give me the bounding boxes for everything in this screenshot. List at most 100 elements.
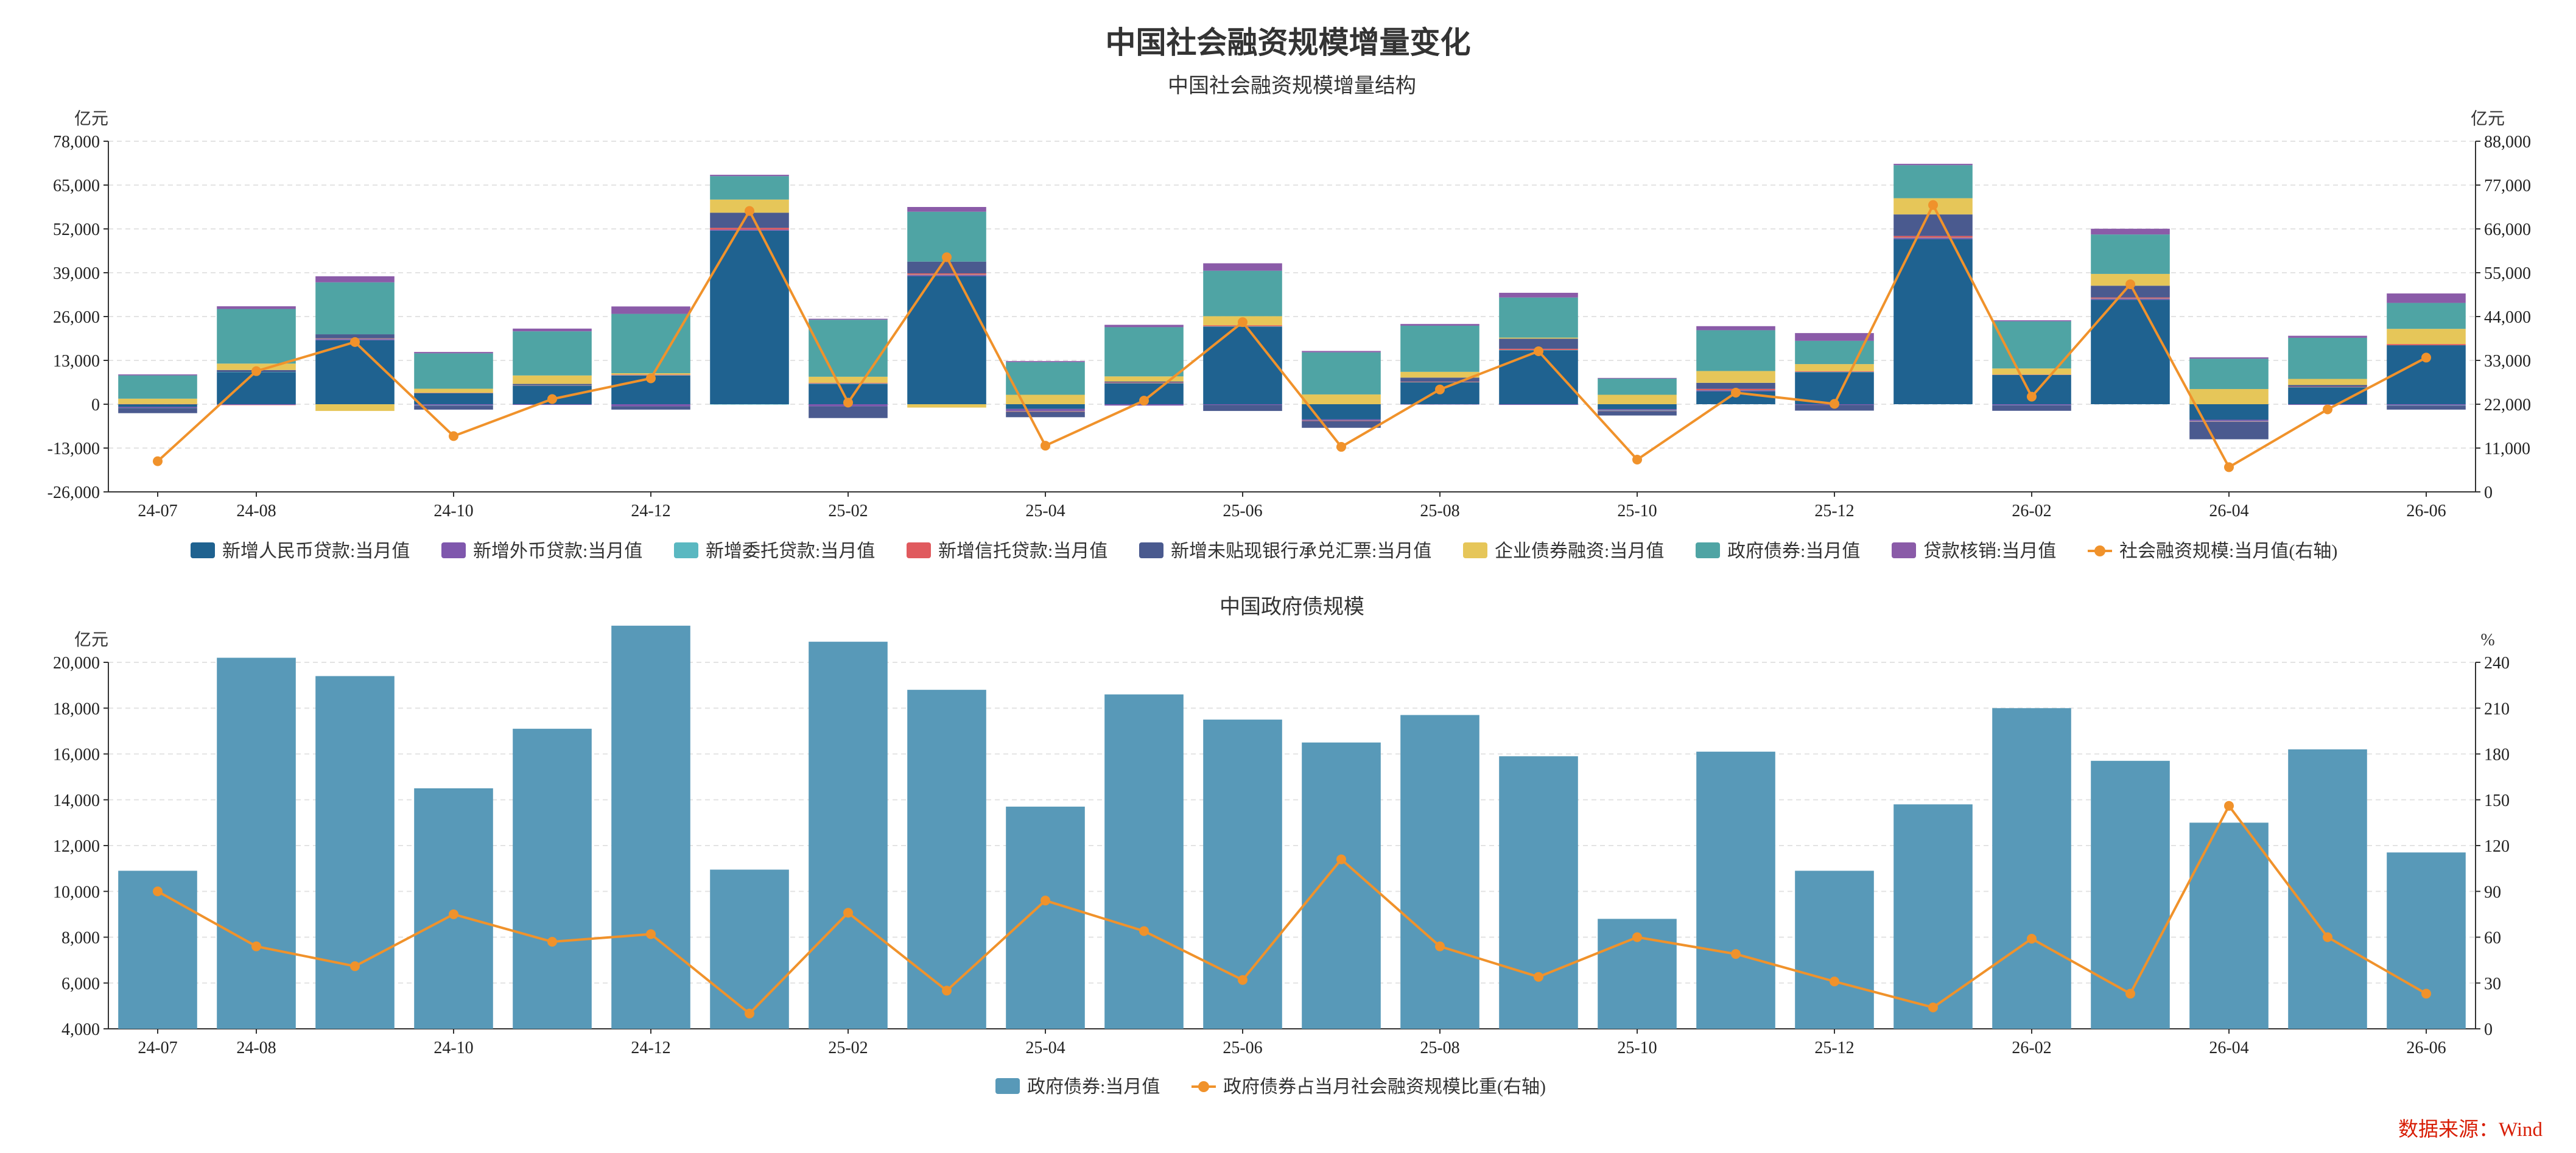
- line-point-25-10: [1632, 454, 1642, 464]
- bar-0-25-09: [1499, 756, 1578, 1029]
- line-point-24-08: [251, 366, 261, 376]
- line-point-25-02: [843, 398, 853, 408]
- bar-0-25-02: [809, 642, 888, 1029]
- bar-3-25-02: [809, 382, 888, 384]
- bar-7-26-05: [2288, 335, 2367, 338]
- bar-0-25-12: [1795, 372, 1874, 404]
- bar-6-24-10: [414, 353, 493, 389]
- bar-2-25-12: [1795, 371, 1874, 373]
- bar-4-25-07: [1302, 421, 1381, 428]
- bar-5-25-04: [1006, 394, 1085, 404]
- bar-5-25-12: [1795, 364, 1874, 371]
- left-tick-label: 18,000: [53, 699, 100, 718]
- bar-5-26-06: [2387, 329, 2466, 345]
- line-point-26-02: [2027, 934, 2037, 944]
- left-axis-unit: 亿元: [74, 630, 108, 650]
- bar-1-25-03: [907, 275, 986, 276]
- x-tick-label: 26-02: [2012, 1039, 2051, 1057]
- x-tick-label: 26-02: [2012, 502, 2051, 520]
- bar-7-24-07: [118, 374, 197, 376]
- legend-line-marker: [2094, 545, 2105, 556]
- bar-0-25-09: [1499, 350, 1578, 404]
- bar-4-26-05: [2288, 385, 2367, 387]
- bar-3-25-05: [1104, 382, 1184, 384]
- bar-3-26-03: [2091, 297, 2170, 299]
- line-point-25-03: [942, 986, 952, 996]
- bar-0-25-03: [907, 276, 986, 404]
- bar-2-26-03: [2091, 298, 2170, 299]
- bar-0-25-05: [1104, 694, 1184, 1029]
- bar-6-26-05: [2288, 337, 2367, 379]
- bar-4-24-12: [611, 406, 690, 410]
- line-point-25-11: [1731, 949, 1741, 959]
- bar-0-25-03: [907, 690, 986, 1029]
- line-point-25-09: [1534, 972, 1543, 982]
- bar-5-25-10: [1598, 394, 1677, 404]
- right-tick-label: 44,000: [2484, 308, 2531, 327]
- line-point-25-06: [1238, 975, 1248, 985]
- bar-5-25-07: [1302, 394, 1381, 404]
- left-tick-label: 20,000: [53, 654, 100, 673]
- bar-0-25-04: [1006, 404, 1085, 409]
- line-point-26-04: [2224, 462, 2234, 472]
- bar-5-26-02: [1992, 368, 2071, 375]
- line-point-24-09: [350, 337, 360, 347]
- bar-6-26-06: [2387, 303, 2466, 329]
- x-tick-label: 24-12: [631, 502, 670, 520]
- bar-2-26-02: [1992, 405, 2071, 406]
- bar-5-25-11: [1696, 371, 1775, 383]
- bar-5-25-05: [1104, 376, 1184, 382]
- bar-6-24-12: [611, 314, 690, 374]
- line-point-25-09: [1534, 346, 1543, 356]
- x-tick-label: 24-12: [631, 1039, 670, 1057]
- bar-0-25-11: [1696, 751, 1775, 1029]
- bar-7-25-11: [1696, 326, 1775, 331]
- legend-swatch: [995, 1078, 1020, 1094]
- legend-label: 新增信托贷款:当月值: [938, 541, 1107, 561]
- bar-7-24-10: [414, 352, 493, 354]
- bar-1-25-07: [1302, 419, 1381, 421]
- legend-swatch: [907, 542, 931, 558]
- bar-7-25-06: [1203, 263, 1282, 271]
- bar-3-26-01: [1893, 236, 1973, 238]
- right-axis-unit: 亿元: [2471, 109, 2505, 128]
- bar-6-24-07: [118, 375, 197, 399]
- bar-0-24-10: [414, 788, 493, 1029]
- right-tick-label: 66,000: [2484, 220, 2531, 239]
- line-point-25-01: [745, 1008, 754, 1018]
- bar-3-25-10: [1598, 410, 1677, 412]
- right-tick-label: 0: [2484, 1020, 2493, 1039]
- chart-subtitle: 中国政府债规模: [1220, 595, 1364, 619]
- line-point-25-07: [1336, 442, 1346, 452]
- line-point-25-01: [745, 206, 754, 216]
- bar-5-26-05: [2288, 379, 2367, 385]
- left-tick-label: 8,000: [61, 929, 100, 948]
- bar-7-25-10: [1598, 377, 1677, 379]
- bar-6-25-12: [1795, 340, 1874, 365]
- bar-2-25-10: [1598, 410, 1677, 411]
- legend-swatch: [674, 542, 698, 558]
- x-tick-label: 25-06: [1223, 1039, 1262, 1057]
- bar-5-26-04: [2189, 389, 2269, 404]
- bar-1-26-03: [2091, 298, 2170, 300]
- bar-5-25-09: [1499, 337, 1578, 339]
- line-point-26-05: [2323, 932, 2332, 942]
- line-point-26-01: [1928, 200, 1938, 210]
- x-tick-label: 25-04: [1025, 1039, 1065, 1057]
- line-point-25-05: [1139, 926, 1149, 936]
- bar-6-25-10: [1598, 378, 1677, 395]
- right-tick-label: 120: [2484, 837, 2510, 856]
- right-tick-label: 11,000: [2484, 440, 2530, 458]
- bar-0-24-12: [611, 625, 690, 1029]
- bar-3-24-11: [513, 385, 592, 386]
- right-tick-label: 33,000: [2484, 352, 2531, 371]
- right-tick-label: 180: [2484, 746, 2510, 765]
- line-point-25-12: [1830, 399, 1839, 409]
- bar-0-25-07: [1302, 742, 1381, 1029]
- bar-2-25-04: [1006, 411, 1085, 412]
- bar-2-26-05: [2288, 387, 2367, 388]
- bar-4-25-02: [809, 406, 888, 418]
- bar-6-25-04: [1006, 362, 1085, 395]
- bar-4-25-08: [1400, 377, 1479, 382]
- left-tick-label: 6,000: [61, 975, 100, 994]
